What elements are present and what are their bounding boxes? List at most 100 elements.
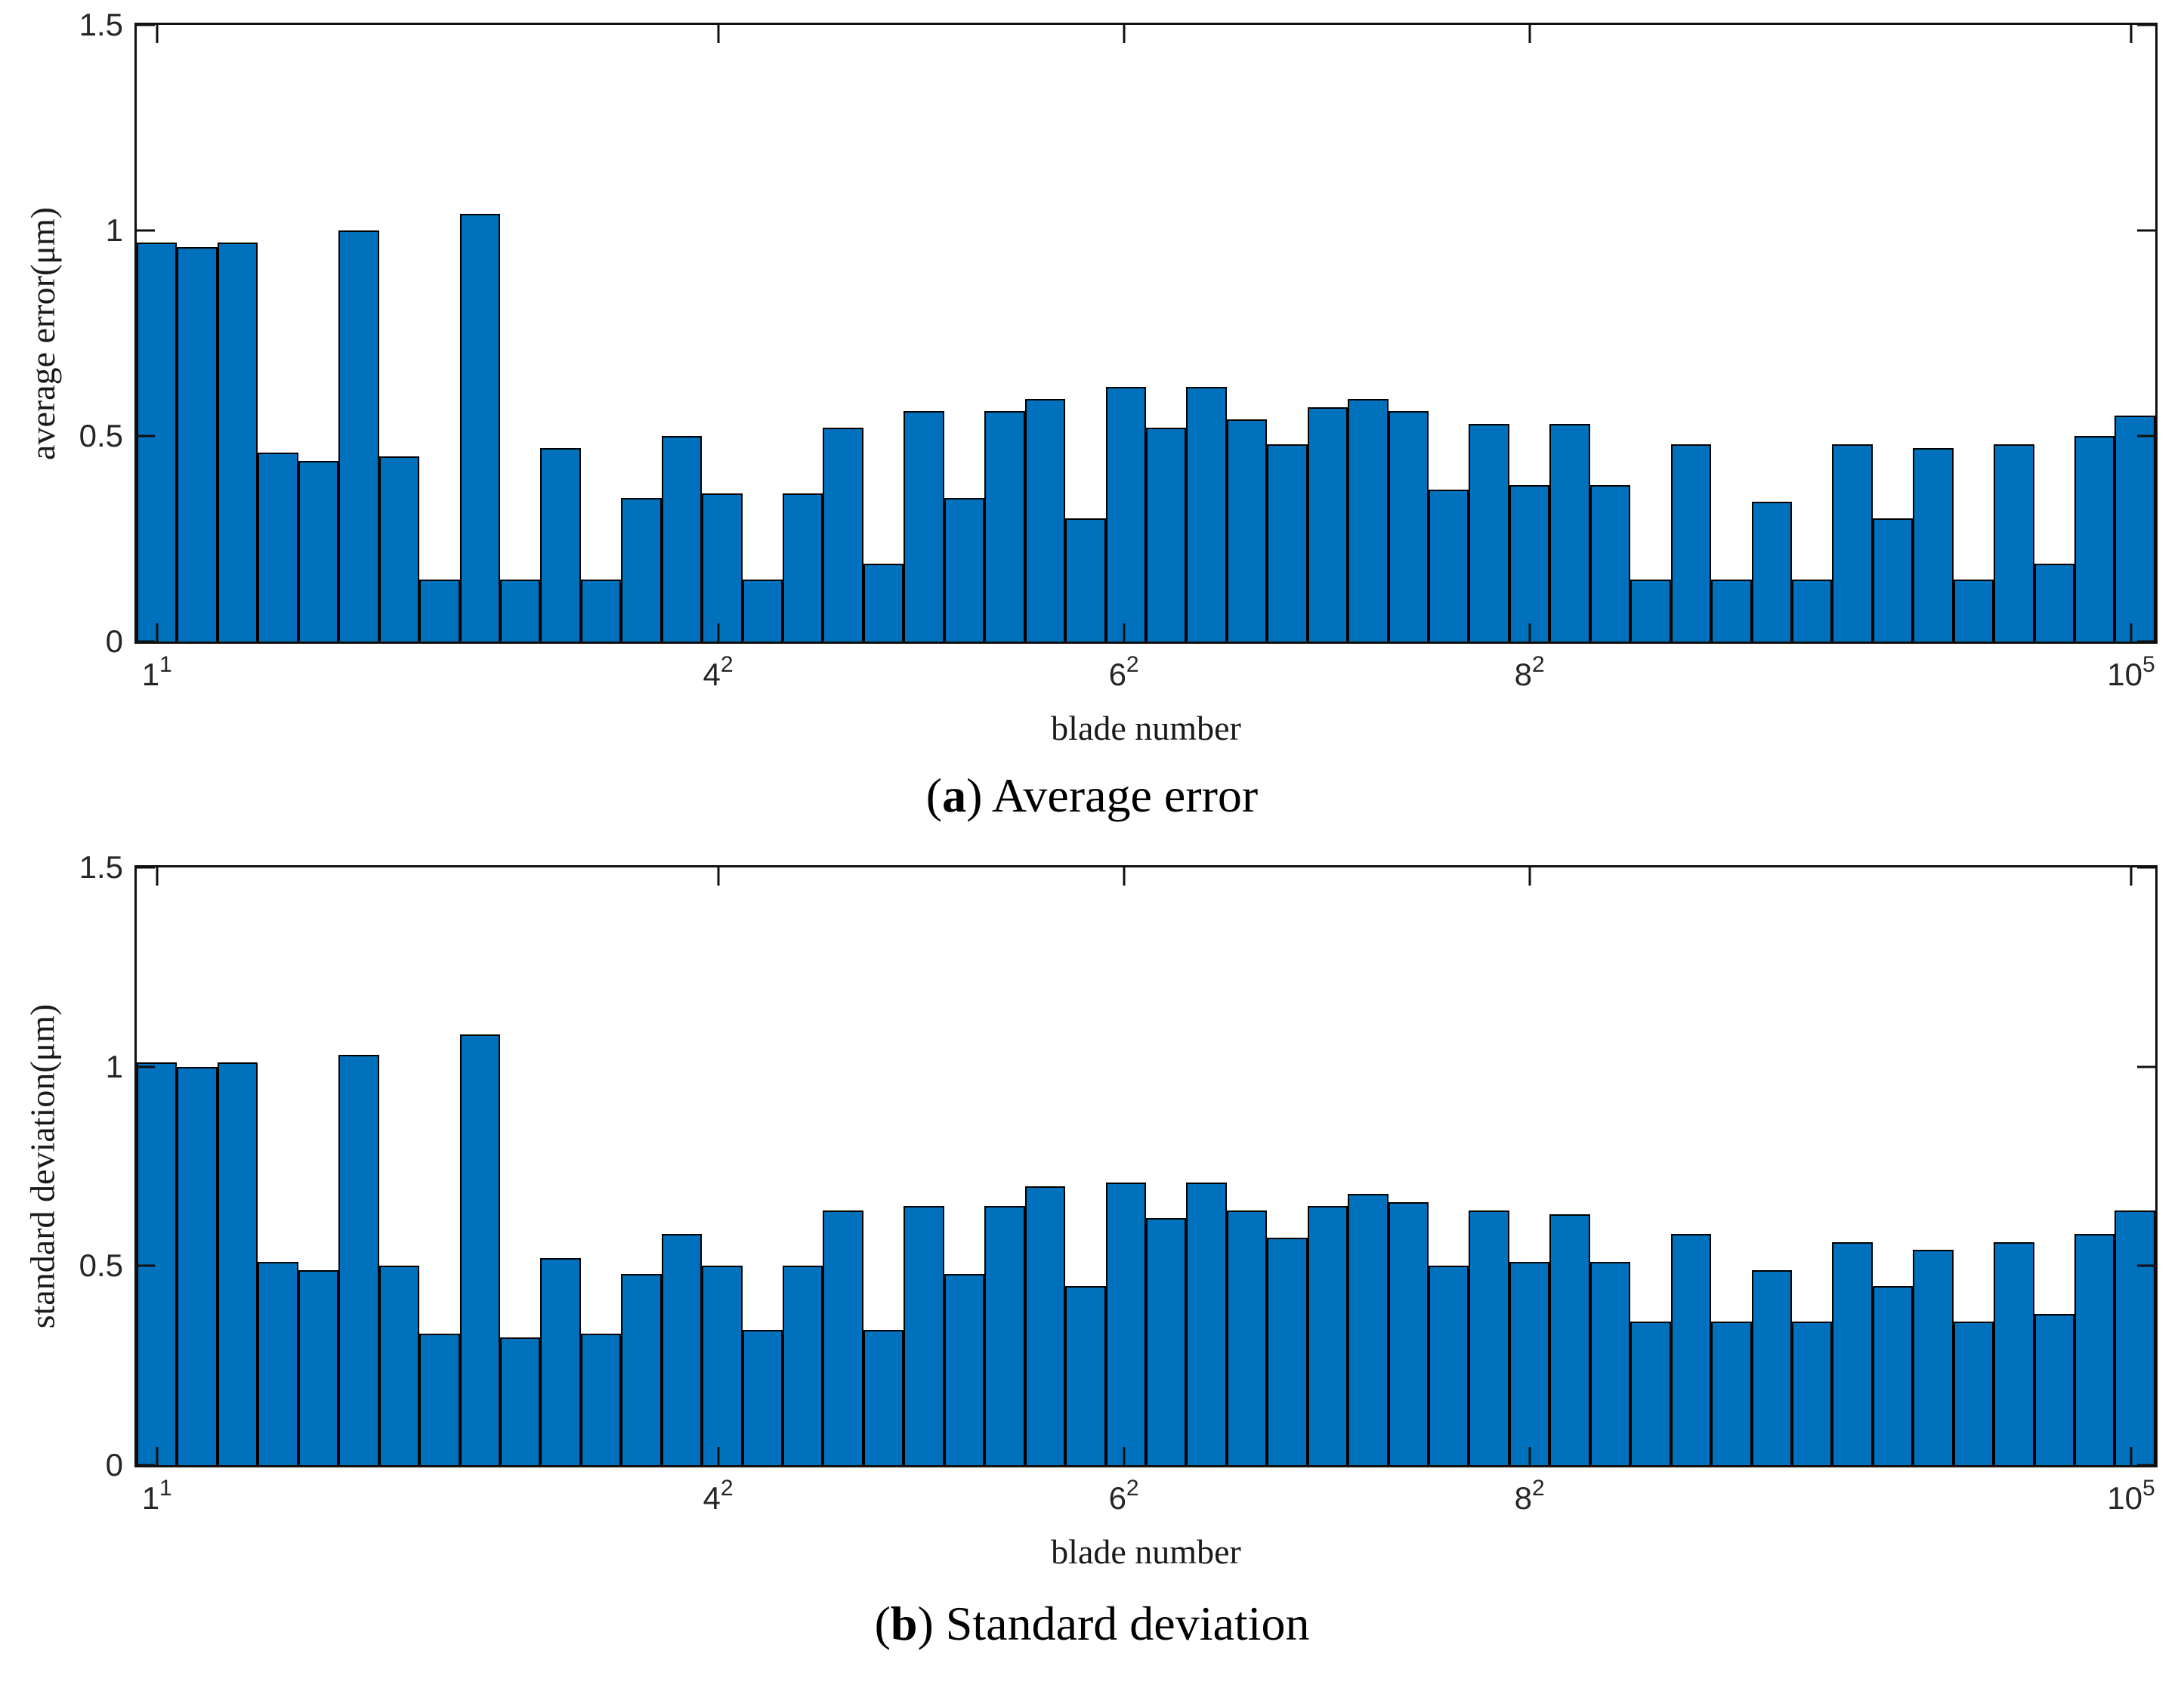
x-tick-mark xyxy=(1123,867,1126,886)
bar xyxy=(540,1257,581,1465)
y-tick-mark xyxy=(2137,23,2155,26)
bar xyxy=(217,1062,258,1465)
y-axis-label-text: average error(μm) xyxy=(23,206,62,460)
bar xyxy=(1953,580,1994,642)
y-tick-mark xyxy=(137,1464,155,1467)
bar xyxy=(1711,1322,1752,1465)
x-tick-label: 105 xyxy=(2107,652,2155,692)
bar xyxy=(2034,1313,2074,1465)
bar xyxy=(137,243,178,642)
bar xyxy=(1994,1241,2034,1465)
bar xyxy=(1186,1182,1227,1465)
bar xyxy=(1429,1266,1469,1465)
bar xyxy=(1549,423,1590,642)
y-tick-mark xyxy=(2137,1065,2155,1068)
y-tick-label: 0.5 xyxy=(79,1248,123,1284)
bar xyxy=(863,1329,904,1465)
bar xyxy=(298,1269,339,1465)
bar xyxy=(702,1266,743,1465)
y-tick-mark xyxy=(137,434,155,438)
bar-series xyxy=(137,25,2155,642)
bar xyxy=(1105,1182,1146,1465)
bar xyxy=(742,580,783,642)
bar xyxy=(2114,415,2155,642)
bar xyxy=(863,563,904,642)
bar xyxy=(1549,1214,1590,1465)
bar xyxy=(580,580,622,642)
bar xyxy=(2114,1210,2155,1465)
bar xyxy=(702,493,743,642)
bar xyxy=(540,448,581,642)
bar xyxy=(1670,1234,1712,1465)
caption-b: (b) Standard deviation xyxy=(0,1596,2184,1652)
bar xyxy=(1832,444,1873,642)
x-tick-mark xyxy=(717,25,720,43)
bar xyxy=(1065,1285,1106,1465)
bar xyxy=(459,214,500,642)
bar xyxy=(1469,423,1509,642)
bar xyxy=(338,230,379,642)
y-axis-label: average error(μm) xyxy=(12,25,73,642)
x-tick-mark xyxy=(1123,1447,1126,1465)
x-tick-label: 82 xyxy=(1514,1476,1545,1516)
x-tick-mark xyxy=(717,867,720,886)
x-tick-label: 11 xyxy=(141,652,172,692)
caption-a: (a) Average error xyxy=(0,768,2184,824)
bar xyxy=(378,1266,420,1465)
bar xyxy=(823,1210,863,1465)
bar xyxy=(984,411,1025,642)
y-tick-label: 1 xyxy=(105,1048,123,1084)
bar xyxy=(378,456,420,642)
bar xyxy=(944,1273,985,1465)
x-tick-mark xyxy=(156,1447,159,1465)
y-tick-mark xyxy=(137,1264,155,1267)
x-tick-mark xyxy=(156,25,159,43)
bar xyxy=(217,243,258,642)
bar xyxy=(1509,485,1550,642)
bar xyxy=(1024,1186,1066,1465)
bar xyxy=(621,1273,662,1465)
x-tick-mark xyxy=(156,623,159,642)
x-tick-mark xyxy=(1123,623,1126,642)
x-tick-mark xyxy=(1528,867,1531,886)
y-tick-mark xyxy=(2137,866,2155,869)
y-axis-label-text: standard deviation(μm) xyxy=(23,1003,62,1329)
x-tick-mark xyxy=(717,623,720,642)
y-tick-label: 0 xyxy=(105,1447,123,1483)
y-tick-mark xyxy=(2137,434,2155,438)
bar xyxy=(1670,444,1712,642)
bar xyxy=(1872,1285,1914,1465)
bar xyxy=(1791,1322,1833,1465)
x-tick-mark xyxy=(1528,623,1531,642)
y-axis-label: standard deviation(μm) xyxy=(12,867,73,1465)
bar xyxy=(177,1066,218,1465)
bar xyxy=(1953,1322,1994,1465)
bar xyxy=(1711,580,1752,642)
bar xyxy=(258,452,298,642)
x-tick-mark xyxy=(2130,25,2133,43)
bar xyxy=(1751,502,1792,642)
bar xyxy=(1630,1322,1671,1465)
bar xyxy=(944,497,985,642)
bar xyxy=(2074,1234,2115,1465)
bar xyxy=(904,1206,944,1465)
bar xyxy=(1186,386,1227,642)
bar xyxy=(580,1333,622,1465)
x-tick-mark xyxy=(2130,1447,2133,1465)
bar xyxy=(1791,580,1833,642)
bar xyxy=(1388,411,1429,642)
y-tick-label: 0.5 xyxy=(79,417,123,453)
bar xyxy=(1145,428,1187,642)
x-tick-label: 11 xyxy=(141,1476,172,1516)
bar xyxy=(137,1062,178,1465)
caption-a-paren-open: ( xyxy=(925,768,943,822)
bar xyxy=(1226,1210,1268,1465)
y-tick-label: 1 xyxy=(105,212,123,248)
bar xyxy=(419,1333,460,1465)
bar xyxy=(1589,485,1631,642)
y-tick-mark xyxy=(2137,1464,2155,1467)
bar xyxy=(499,1337,541,1465)
y-tick-label: 0 xyxy=(105,623,123,659)
y-tick-mark xyxy=(137,1065,155,1068)
bar xyxy=(1832,1241,1873,1465)
